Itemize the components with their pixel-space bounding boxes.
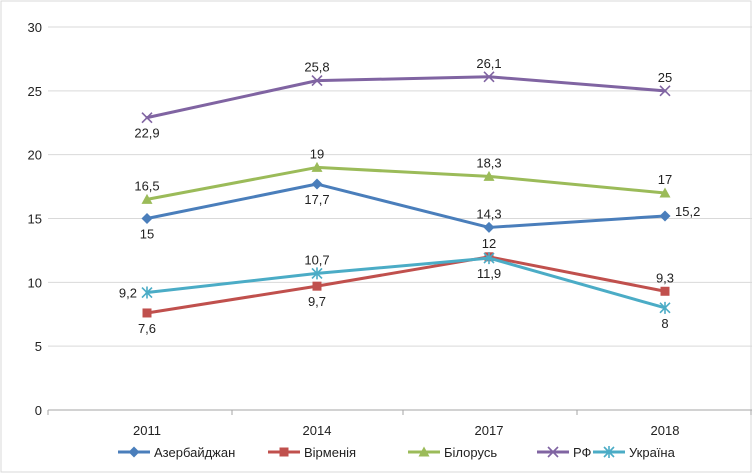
x-tick-label: 2014 <box>303 423 332 438</box>
legend-label: РФ <box>573 445 592 460</box>
data-point <box>141 213 153 224</box>
data-point <box>279 447 289 457</box>
data-point <box>660 286 670 296</box>
series-line <box>145 256 667 310</box>
data-label: 10,7 <box>304 252 329 267</box>
data-point <box>311 178 323 190</box>
data-label: 18,3 <box>476 155 501 170</box>
data-label: 19 <box>310 146 324 161</box>
data-label: 9,3 <box>656 270 674 285</box>
series-group <box>141 71 671 318</box>
data-label: 16,5 <box>134 178 159 193</box>
y-tick-label: 10 <box>28 275 42 290</box>
data-point <box>547 446 559 458</box>
x-tick-label: 2011 <box>133 423 161 438</box>
y-tick-label: 30 <box>28 20 42 35</box>
series-line <box>145 75 667 120</box>
data-point <box>483 71 495 83</box>
data-point <box>659 210 671 222</box>
data-point <box>311 267 323 280</box>
data-point <box>418 446 430 457</box>
data-label: 11,9 <box>477 266 501 281</box>
series-line <box>145 255 667 315</box>
data-point <box>141 193 153 204</box>
data-point <box>142 308 152 318</box>
legend: Азербайджан Вірменія Білорусь РФ Україна <box>118 445 676 460</box>
data-point <box>603 446 615 458</box>
data-label: 8 <box>661 316 668 331</box>
data-label: 14,3 <box>476 206 501 221</box>
data-label: 22,9 <box>134 126 159 141</box>
data-label: 15 <box>140 227 154 242</box>
data-point <box>483 221 495 233</box>
legend-label: Азербайджан <box>154 445 235 460</box>
data-point <box>141 112 153 124</box>
data-point <box>311 75 323 87</box>
data-label: 25 <box>658 70 672 85</box>
data-label: 26,1 <box>476 56 501 71</box>
data-point <box>659 187 671 198</box>
y-tick-label: 5 <box>35 339 42 354</box>
series-line <box>145 165 667 201</box>
data-label: 12 <box>482 236 496 251</box>
data-label: 17,7 <box>304 192 329 207</box>
data-label: 15,2 <box>675 204 700 219</box>
gridlines <box>48 26 752 347</box>
series-line <box>145 182 667 229</box>
y-tick-label: 15 <box>28 212 42 227</box>
legend-label: Білорусь <box>444 445 497 460</box>
data-point <box>659 301 671 314</box>
data-label: 9,7 <box>308 294 326 309</box>
y-tick-label: 25 <box>28 84 42 99</box>
data-point <box>311 161 323 172</box>
data-point <box>128 446 140 458</box>
x-tick-label: 2018 <box>651 423 680 438</box>
data-label: 17 <box>658 172 672 187</box>
data-point <box>483 170 495 181</box>
data-labels: 15 17,7 14,3 15,2 7,6 9,7 12 9,3 16,5 19 18,3 17 22,… <box>119 56 700 336</box>
data-label: 9,2 <box>119 286 137 301</box>
y-tick-label: 0 <box>35 403 42 418</box>
axes: 0 5 10 15 20 25 30 2011 2014 2017 2018 <box>28 20 752 438</box>
y-tick-label: 20 <box>28 148 42 163</box>
data-point <box>659 85 671 97</box>
data-point <box>483 252 495 265</box>
data-label: 7,6 <box>138 321 156 336</box>
data-point <box>312 281 322 291</box>
x-tick-label: 2017 <box>475 423 504 438</box>
legend-label: Україна <box>629 445 676 460</box>
data-point <box>141 286 153 299</box>
data-label: 25,8 <box>304 60 329 75</box>
legend-label: Вірменія <box>304 445 356 460</box>
